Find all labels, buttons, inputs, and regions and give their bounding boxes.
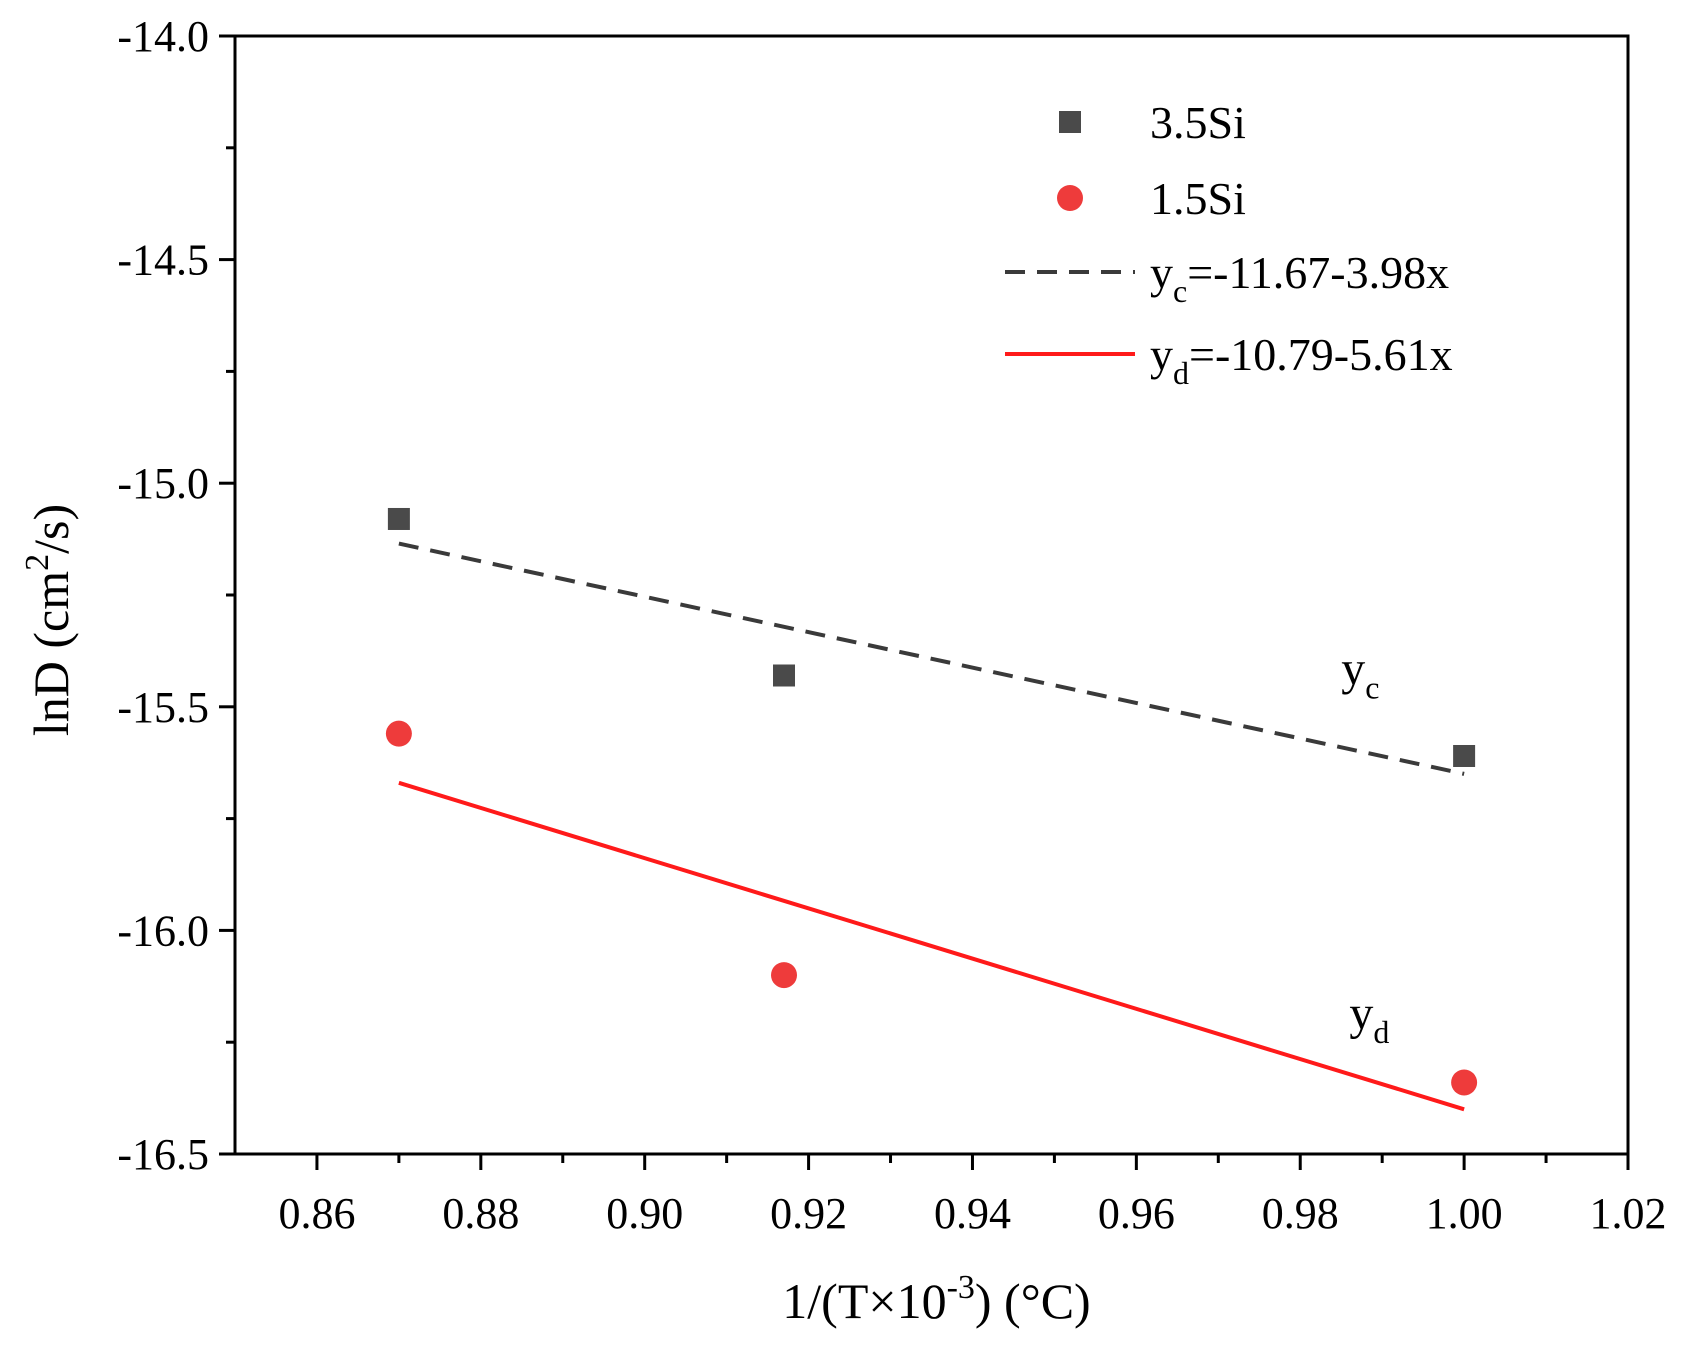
plot-frame [233,34,1630,1156]
y-axis-title: lnD (cm2/s) [19,504,79,736]
x-tick-label: 0.92 [770,1189,847,1238]
legend-label: 3.5Si [1150,97,1246,148]
x-tick-label: 1.02 [1590,1189,1667,1238]
legend-eq-base: y [1150,247,1173,298]
y-tick-label: -15.0 [117,459,209,508]
data-point-3-5si [387,507,410,530]
annotation-base: y [1349,987,1373,1040]
x-tick-label: 0.88 [442,1189,519,1238]
y-tick-label: -16.0 [117,906,209,955]
x-axis-title: 1/(T×10-3) (°C) [782,1269,1090,1329]
x-tick-label: 0.86 [278,1189,355,1238]
legend-marker-circle [1057,185,1083,211]
annotation-base: y [1341,642,1365,695]
y-tick-label: -14.0 [117,12,209,61]
data-point-1-5si [1451,1069,1478,1096]
fit-line-d [398,780,1465,1112]
y-title-main: lnD (cm [23,571,79,736]
data-point-1-5si [771,962,798,989]
annotation-sub: d [1373,1014,1389,1050]
data-point-3-5si [1453,744,1476,767]
data-point-1-5si [385,720,412,747]
legend-label: 1.5Si [1150,173,1246,224]
x-tick-label: 0.98 [1262,1189,1339,1238]
legend-eq-body: =-10.79-5.61x [1189,329,1453,380]
data-point-3-5si [773,664,796,687]
annotation-y-d: yd [1349,987,1389,1050]
annotation-y-c: yc [1341,642,1379,705]
x-tick-label: 0.96 [1098,1189,1175,1238]
legend-eq-sub: c [1173,273,1187,309]
legend-eq-base: y [1150,329,1173,380]
y-title-tail: /s) [23,504,79,554]
legend-marker-square [1059,111,1081,133]
annotation-sub: c [1365,669,1379,705]
legend-eq-body: =-11.67-3.98x [1187,247,1449,298]
y-tick-label: -16.5 [117,1130,209,1179]
legend-equation: yd=-10.79-5.61x [1150,329,1453,391]
x-tick-label: 0.94 [934,1189,1011,1238]
y-tick-label: -15.5 [117,683,209,732]
y-tick-label: -14.5 [117,236,209,285]
y-title-sup: 2 [19,554,56,571]
legend-eq-sub: d [1173,355,1189,391]
x-title-main: 1/(T×10 [782,1273,946,1329]
fit-line-c [398,541,1465,776]
legend-equation: yc=-11.67-3.98x [1150,247,1449,309]
x-tick-label: 0.90 [606,1189,683,1238]
x-title-tail: ) (°C) [975,1273,1091,1329]
x-title-sup: -3 [947,1269,975,1306]
x-tick-label: 1.00 [1426,1189,1503,1238]
